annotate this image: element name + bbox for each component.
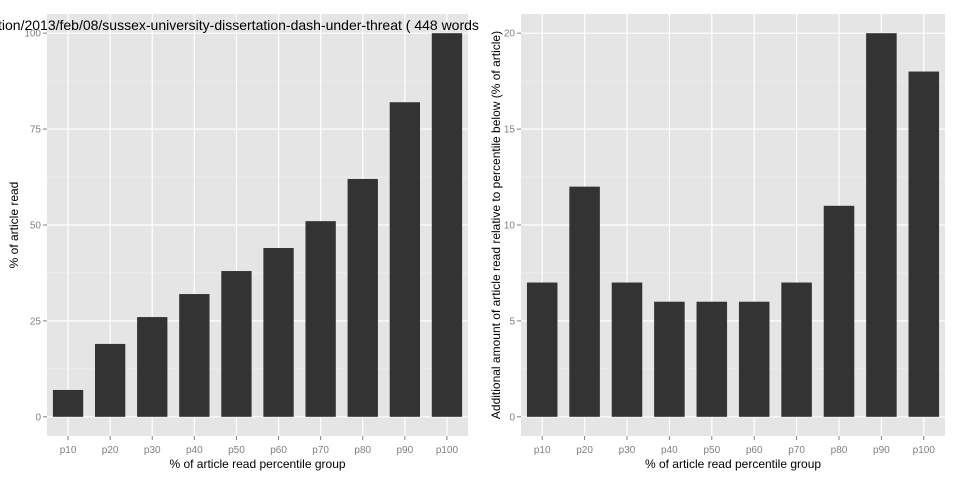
x-axis-title: % of article read percentile group <box>169 457 345 471</box>
x-tick-label: p70 <box>312 445 329 456</box>
x-tick-label: p100 <box>436 445 459 456</box>
bar-p80 <box>347 178 378 417</box>
x-axis-title: % of article read percentile group <box>645 457 821 471</box>
x-tick-label: p90 <box>397 445 414 456</box>
bar-p100 <box>431 33 463 417</box>
x-tick-label: p20 <box>102 445 119 456</box>
bar-p80 <box>823 205 855 417</box>
x-tick-label: p60 <box>746 445 763 456</box>
bar-p60 <box>738 301 770 417</box>
x-tick-label: p70 <box>788 445 805 456</box>
x-tick-label: p80 <box>831 445 848 456</box>
y-axis-title: % of article read <box>7 182 21 269</box>
y-tick-label: 5 <box>509 316 515 327</box>
x-tick-label: p30 <box>619 445 636 456</box>
bar-p100 <box>908 71 940 417</box>
y-tick-label: 50 <box>30 221 42 232</box>
chart-right: 0 5 10 15 20 p10 p20 p30 p40 p50 p60 p70 p80 p90 p100%… <box>489 14 945 471</box>
x-tick-label: p50 <box>703 445 720 456</box>
chart-title: tion/2013/feb/08/sussex-university-disse… <box>0 17 479 33</box>
y-tick-label: 10 <box>504 221 516 232</box>
bar-p50 <box>696 301 728 417</box>
bar-p40 <box>654 301 685 417</box>
bar-p10 <box>526 282 558 417</box>
y-tick-label: 100 <box>24 29 41 40</box>
bar-p20 <box>569 186 600 417</box>
bar-p70 <box>781 282 812 417</box>
x-tick-label: p40 <box>186 445 203 456</box>
x-tick-label: p20 <box>576 445 593 456</box>
bar-p60 <box>263 248 294 417</box>
y-tick-label: 15 <box>504 125 516 136</box>
x-tick-label: p30 <box>144 445 161 456</box>
y-tick-label: 0 <box>509 412 515 423</box>
bar-p90 <box>389 102 421 417</box>
x-tick-label: p10 <box>60 445 77 456</box>
x-tick-label: p50 <box>228 445 245 456</box>
x-tick-label: p80 <box>354 445 371 456</box>
x-tick-label: p100 <box>913 445 936 456</box>
bar-p30 <box>137 317 168 417</box>
bar-p50 <box>221 271 252 417</box>
y-tick-label: 0 <box>35 412 41 423</box>
bar-p10 <box>52 389 84 417</box>
x-tick-label: p90 <box>873 445 890 456</box>
bar-p40 <box>179 294 210 417</box>
x-tick-label: p10 <box>534 445 551 456</box>
x-tick-label: p60 <box>270 445 287 456</box>
y-tick-label: 75 <box>30 125 42 136</box>
y-axis-title: Additional amount of article read relati… <box>489 31 503 419</box>
bar-p70 <box>305 221 336 417</box>
bar-p90 <box>866 33 897 417</box>
bar-p30 <box>611 282 643 417</box>
y-tick-label: 20 <box>504 29 516 40</box>
bar-p20 <box>94 343 126 417</box>
chart-left: 0 25 50 75 100 p10 p20 p30 p40 p50 p60 p70 p80 p90 p10… <box>7 14 468 471</box>
x-tick-label: p40 <box>661 445 678 456</box>
y-tick-label: 25 <box>30 316 42 327</box>
